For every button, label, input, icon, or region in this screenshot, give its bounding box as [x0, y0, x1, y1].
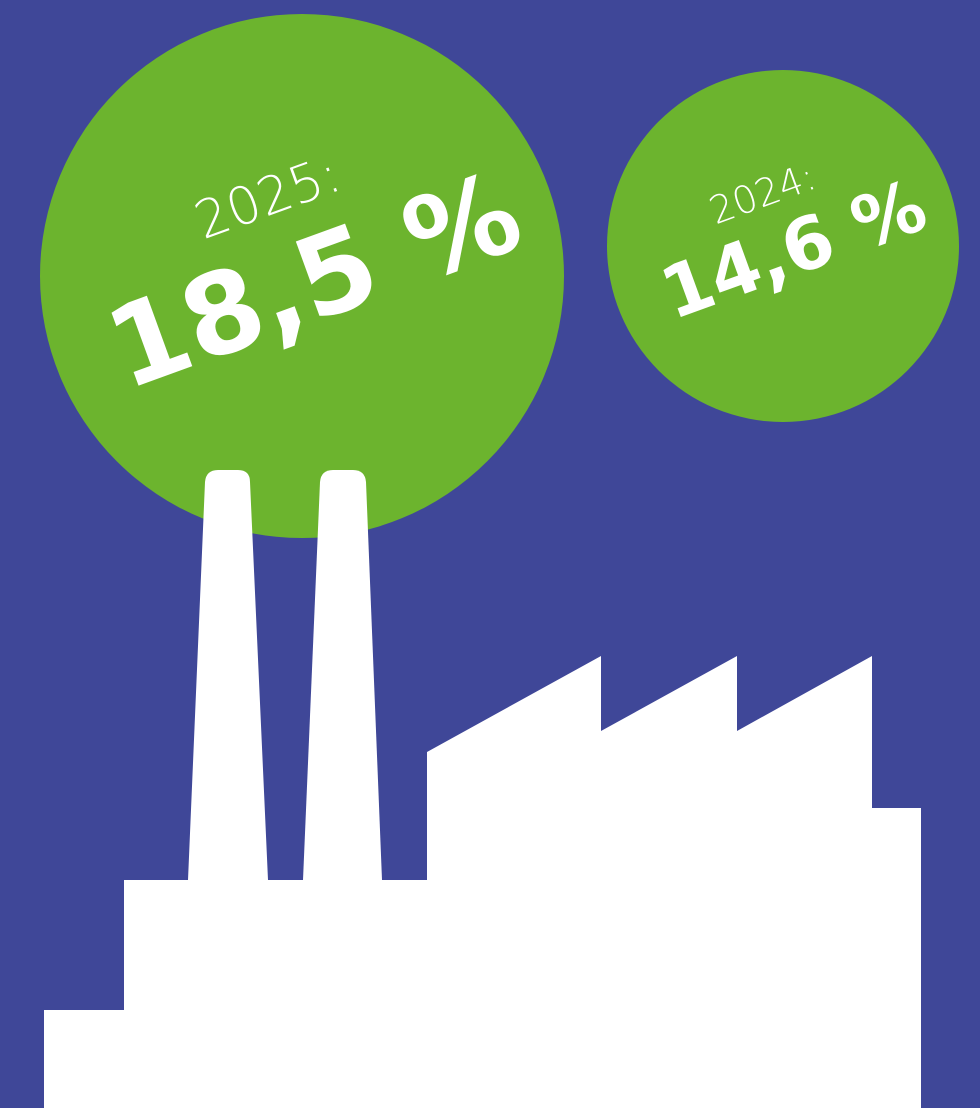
bubble-2024	[607, 70, 959, 422]
factory	[44, 656, 921, 1108]
bubble-2025	[40, 14, 564, 538]
chimney	[303, 470, 382, 880]
chimney	[188, 470, 268, 880]
